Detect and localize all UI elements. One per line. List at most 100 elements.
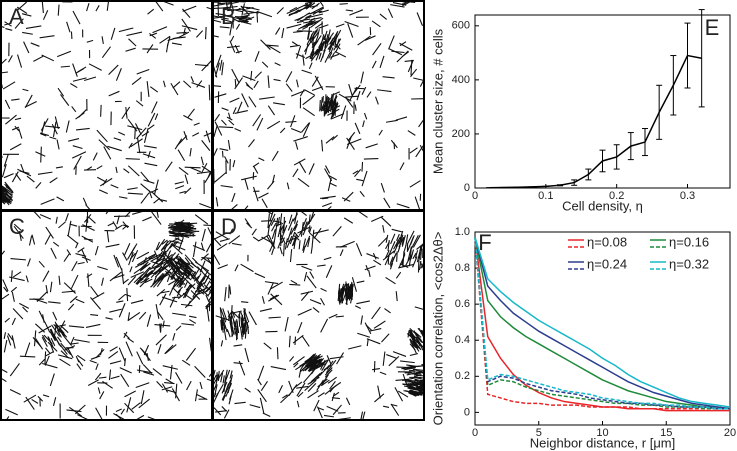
cell [40, 118, 49, 131]
cell [159, 293, 167, 306]
cell [220, 319, 223, 331]
y-tick-label: 600 [452, 20, 470, 32]
cell [238, 314, 241, 327]
cell [318, 34, 327, 49]
cell [411, 337, 419, 349]
cell [127, 165, 140, 177]
cell [162, 240, 173, 250]
cell [326, 405, 339, 412]
cell [259, 397, 265, 414]
cell [6, 335, 12, 346]
cell [241, 175, 257, 181]
cell [194, 278, 205, 288]
cell [279, 232, 286, 245]
cell [234, 77, 243, 90]
cell [57, 87, 65, 97]
panel-frame [0, 210, 213, 421]
cell [228, 119, 235, 126]
cell [414, 306, 424, 311]
cell [304, 357, 313, 363]
cell [208, 288, 212, 293]
cell [196, 266, 207, 277]
cell [301, 335, 310, 347]
cell [49, 136, 57, 140]
cell [358, 211, 368, 218]
cell [183, 114, 193, 121]
cell [219, 59, 223, 71]
cell [206, 376, 210, 388]
x-axis-label: Neighbor distance, r [μm] [530, 435, 676, 450]
panel-label: C [9, 214, 25, 239]
cell [321, 197, 329, 200]
cell [200, 242, 205, 251]
cell [306, 10, 323, 15]
cell [172, 274, 177, 282]
cell [14, 117, 22, 121]
cell [152, 272, 164, 285]
cell [361, 86, 367, 95]
cell [173, 270, 180, 280]
cell [264, 281, 279, 285]
cell [8, 55, 13, 63]
cell [281, 27, 285, 39]
cell [1, 197, 7, 202]
cell [122, 252, 128, 261]
cell [175, 261, 182, 267]
cell [237, 101, 243, 113]
cell [174, 237, 184, 242]
cell [413, 77, 424, 81]
cell [232, 319, 236, 328]
cell [184, 174, 189, 184]
cell [304, 235, 311, 248]
cell [75, 355, 80, 363]
cell [140, 192, 150, 204]
x-tick-label: 0.3 [680, 190, 695, 202]
cell [138, 311, 147, 320]
x-tick-label: 15 [660, 427, 672, 439]
cell [287, 218, 294, 231]
cell [127, 246, 136, 260]
cell [200, 253, 209, 261]
cell [328, 38, 336, 53]
cell [307, 390, 319, 399]
cell [218, 14, 233, 18]
cell [58, 320, 66, 333]
cell [300, 290, 314, 295]
cell [190, 167, 201, 173]
cell [334, 43, 341, 53]
cell [394, 387, 404, 402]
cell [207, 290, 212, 296]
cell [399, 233, 403, 242]
cell [363, 112, 368, 120]
cell [171, 42, 182, 46]
cell [412, 252, 417, 260]
cell [204, 26, 207, 40]
cell [273, 102, 285, 106]
cell [193, 378, 200, 392]
cell [30, 42, 40, 47]
cell [66, 234, 79, 245]
cell [135, 100, 144, 107]
cell [221, 406, 227, 412]
cell [389, 256, 394, 266]
cell [371, 60, 377, 69]
cell [5, 27, 13, 31]
cell [182, 292, 193, 300]
cell [2, 81, 16, 90]
cell [72, 145, 83, 150]
cell [86, 39, 94, 43]
cell [201, 390, 203, 396]
cell [384, 250, 390, 259]
cell [215, 372, 218, 382]
cell [297, 322, 303, 334]
cell [241, 301, 249, 303]
cell [115, 68, 122, 81]
cell [395, 291, 398, 302]
legend-label: η=0.16 [669, 234, 709, 249]
cell [227, 139, 231, 150]
cell [297, 391, 304, 398]
cell [147, 8, 155, 15]
cell [229, 228, 234, 235]
cell [201, 59, 212, 72]
cell [299, 18, 311, 22]
